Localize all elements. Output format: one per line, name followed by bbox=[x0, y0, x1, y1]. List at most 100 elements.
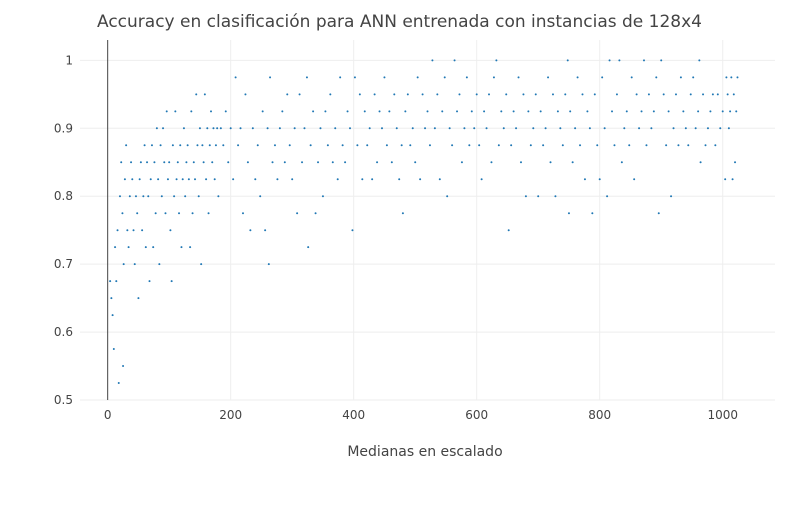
data-point bbox=[278, 127, 281, 130]
data-point bbox=[638, 127, 641, 130]
data-point bbox=[404, 110, 407, 113]
data-point bbox=[301, 161, 304, 164]
data-point bbox=[309, 144, 312, 147]
data-point bbox=[241, 212, 244, 215]
data-point bbox=[732, 93, 735, 96]
data-point bbox=[321, 195, 324, 198]
data-point bbox=[645, 144, 648, 147]
data-point bbox=[351, 229, 354, 232]
data-point bbox=[564, 93, 567, 96]
x-gridlines bbox=[230, 40, 724, 400]
data-point bbox=[539, 110, 542, 113]
data-point bbox=[170, 280, 173, 283]
data-point bbox=[416, 76, 419, 79]
data-point bbox=[611, 110, 614, 113]
data-point bbox=[724, 178, 727, 181]
data-point bbox=[114, 246, 117, 249]
data-point bbox=[443, 76, 446, 79]
data-point bbox=[334, 127, 337, 130]
data-point bbox=[346, 110, 349, 113]
data-point bbox=[184, 195, 187, 198]
data-point bbox=[598, 178, 601, 181]
data-point bbox=[383, 76, 386, 79]
data-point bbox=[192, 161, 195, 164]
data-point bbox=[126, 229, 129, 232]
data-point bbox=[662, 93, 665, 96]
data-point bbox=[502, 127, 505, 130]
data-point bbox=[344, 161, 347, 164]
data-point bbox=[249, 229, 252, 232]
data-point bbox=[426, 110, 429, 113]
data-point bbox=[505, 93, 508, 96]
x-tick-label: 400 bbox=[342, 408, 365, 422]
data-point bbox=[366, 144, 369, 147]
data-point bbox=[507, 229, 510, 232]
data-point bbox=[414, 161, 417, 164]
y-tick-label: 1 bbox=[65, 53, 73, 67]
data-point bbox=[615, 93, 618, 96]
data-point bbox=[406, 93, 409, 96]
data-point bbox=[305, 76, 308, 79]
data-point bbox=[736, 76, 739, 79]
data-point bbox=[618, 59, 621, 62]
data-point bbox=[512, 110, 515, 113]
data-point bbox=[657, 212, 660, 215]
data-point bbox=[428, 144, 431, 147]
data-point bbox=[182, 127, 185, 130]
data-point bbox=[709, 110, 712, 113]
data-point bbox=[121, 212, 124, 215]
data-point bbox=[112, 348, 115, 351]
data-point bbox=[160, 195, 163, 198]
data-point bbox=[191, 212, 194, 215]
data-point bbox=[727, 127, 730, 130]
x-tick-label: 200 bbox=[219, 408, 242, 422]
data-point bbox=[500, 110, 503, 113]
data-point bbox=[200, 263, 203, 266]
data-point bbox=[569, 110, 572, 113]
data-point bbox=[492, 76, 495, 79]
data-point bbox=[547, 76, 550, 79]
data-point bbox=[246, 161, 249, 164]
data-point bbox=[699, 161, 702, 164]
data-point bbox=[196, 144, 199, 147]
data-point bbox=[229, 127, 232, 130]
data-point bbox=[725, 76, 728, 79]
data-point bbox=[234, 76, 237, 79]
data-point bbox=[187, 178, 190, 181]
data-point bbox=[222, 144, 225, 147]
data-point bbox=[448, 127, 451, 130]
data-point bbox=[571, 161, 574, 164]
data-point bbox=[726, 93, 729, 96]
data-point bbox=[195, 93, 198, 96]
data-point bbox=[143, 144, 146, 147]
data-point bbox=[130, 161, 133, 164]
data-point bbox=[210, 110, 213, 113]
data-point bbox=[674, 93, 677, 96]
data-point bbox=[431, 59, 434, 62]
data-point bbox=[111, 314, 114, 317]
data-point bbox=[150, 144, 153, 147]
data-point bbox=[463, 127, 466, 130]
data-point bbox=[601, 76, 604, 79]
data-point bbox=[286, 93, 289, 96]
data-point bbox=[276, 178, 279, 181]
data-point bbox=[123, 178, 126, 181]
data-point bbox=[421, 93, 424, 96]
data-point bbox=[446, 195, 449, 198]
data-point bbox=[142, 195, 145, 198]
data-point bbox=[497, 144, 500, 147]
data-point bbox=[269, 76, 272, 79]
data-point bbox=[219, 127, 222, 130]
data-point bbox=[232, 178, 235, 181]
data-point bbox=[141, 229, 144, 232]
data-point bbox=[716, 93, 719, 96]
data-point bbox=[281, 110, 284, 113]
data-point bbox=[128, 195, 131, 198]
data-point bbox=[168, 161, 171, 164]
data-point bbox=[670, 195, 673, 198]
data-point bbox=[110, 297, 113, 300]
data-point bbox=[307, 246, 310, 249]
data-point bbox=[640, 110, 643, 113]
data-point bbox=[271, 161, 274, 164]
data-point bbox=[473, 127, 476, 130]
